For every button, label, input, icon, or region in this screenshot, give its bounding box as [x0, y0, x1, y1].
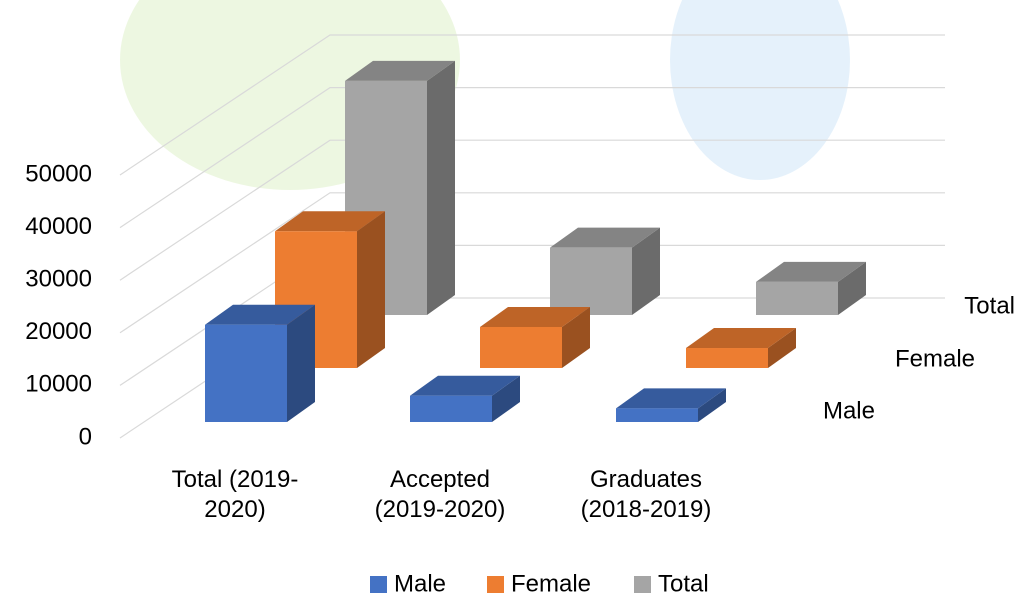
legend-swatch [634, 576, 651, 593]
bar-side [838, 261, 866, 315]
y-tick-label: 10000 [25, 371, 92, 398]
bar-front [756, 281, 838, 315]
bar [205, 304, 315, 422]
x-tick-label: Total (2019-2020) [171, 466, 299, 523]
bar [410, 375, 520, 422]
y-tick-label: 20000 [25, 318, 92, 345]
watermark [120, 0, 850, 190]
x-tick-label: Graduates (2018-2019) [580, 466, 712, 523]
y-tick-label: 50000 [25, 160, 92, 187]
bar-front [550, 247, 632, 315]
y-tick-label: 30000 [25, 266, 92, 293]
bar [616, 388, 726, 422]
bar-front [480, 326, 562, 368]
bar-front [205, 324, 287, 422]
bar [275, 211, 385, 368]
depth-label: Total [964, 292, 1015, 319]
bar [686, 328, 796, 368]
bar-top [275, 211, 385, 232]
legend-label: Female [511, 570, 591, 597]
x-tick-label: Accepted (2019-2020) [374, 466, 506, 523]
depth-label: Male [823, 397, 875, 424]
legend-label: Male [394, 570, 446, 597]
bar-top [686, 328, 796, 349]
bar-front [616, 408, 698, 422]
legend-label: Total [658, 570, 709, 597]
grid-line [119, 139, 945, 281]
bar [756, 261, 866, 315]
depth-label: Female [895, 345, 975, 372]
bar-front [410, 395, 492, 422]
bar [480, 306, 590, 368]
grid-line [119, 34, 945, 176]
bar-top [480, 306, 590, 327]
grid-line [119, 192, 945, 334]
bar-front [686, 348, 768, 368]
bar-side [632, 227, 660, 315]
bar-side [492, 375, 520, 422]
bar-side [287, 304, 315, 422]
bar-top [550, 227, 660, 248]
bar-top [205, 304, 315, 325]
y-tick-label: 40000 [25, 213, 92, 240]
bar-top [345, 60, 455, 81]
bar [550, 227, 660, 315]
grid-line [119, 86, 945, 229]
y-tick-label: 0 [79, 423, 92, 450]
bar-side [562, 306, 590, 368]
legend-swatch [370, 576, 387, 593]
bar-top [616, 388, 726, 409]
bar-side [768, 328, 796, 368]
bar-top [410, 375, 520, 396]
bar-side [357, 211, 385, 368]
bar-side [427, 60, 455, 316]
bar-side [698, 388, 726, 422]
legend-swatch [487, 576, 504, 593]
bar-top [756, 261, 866, 282]
